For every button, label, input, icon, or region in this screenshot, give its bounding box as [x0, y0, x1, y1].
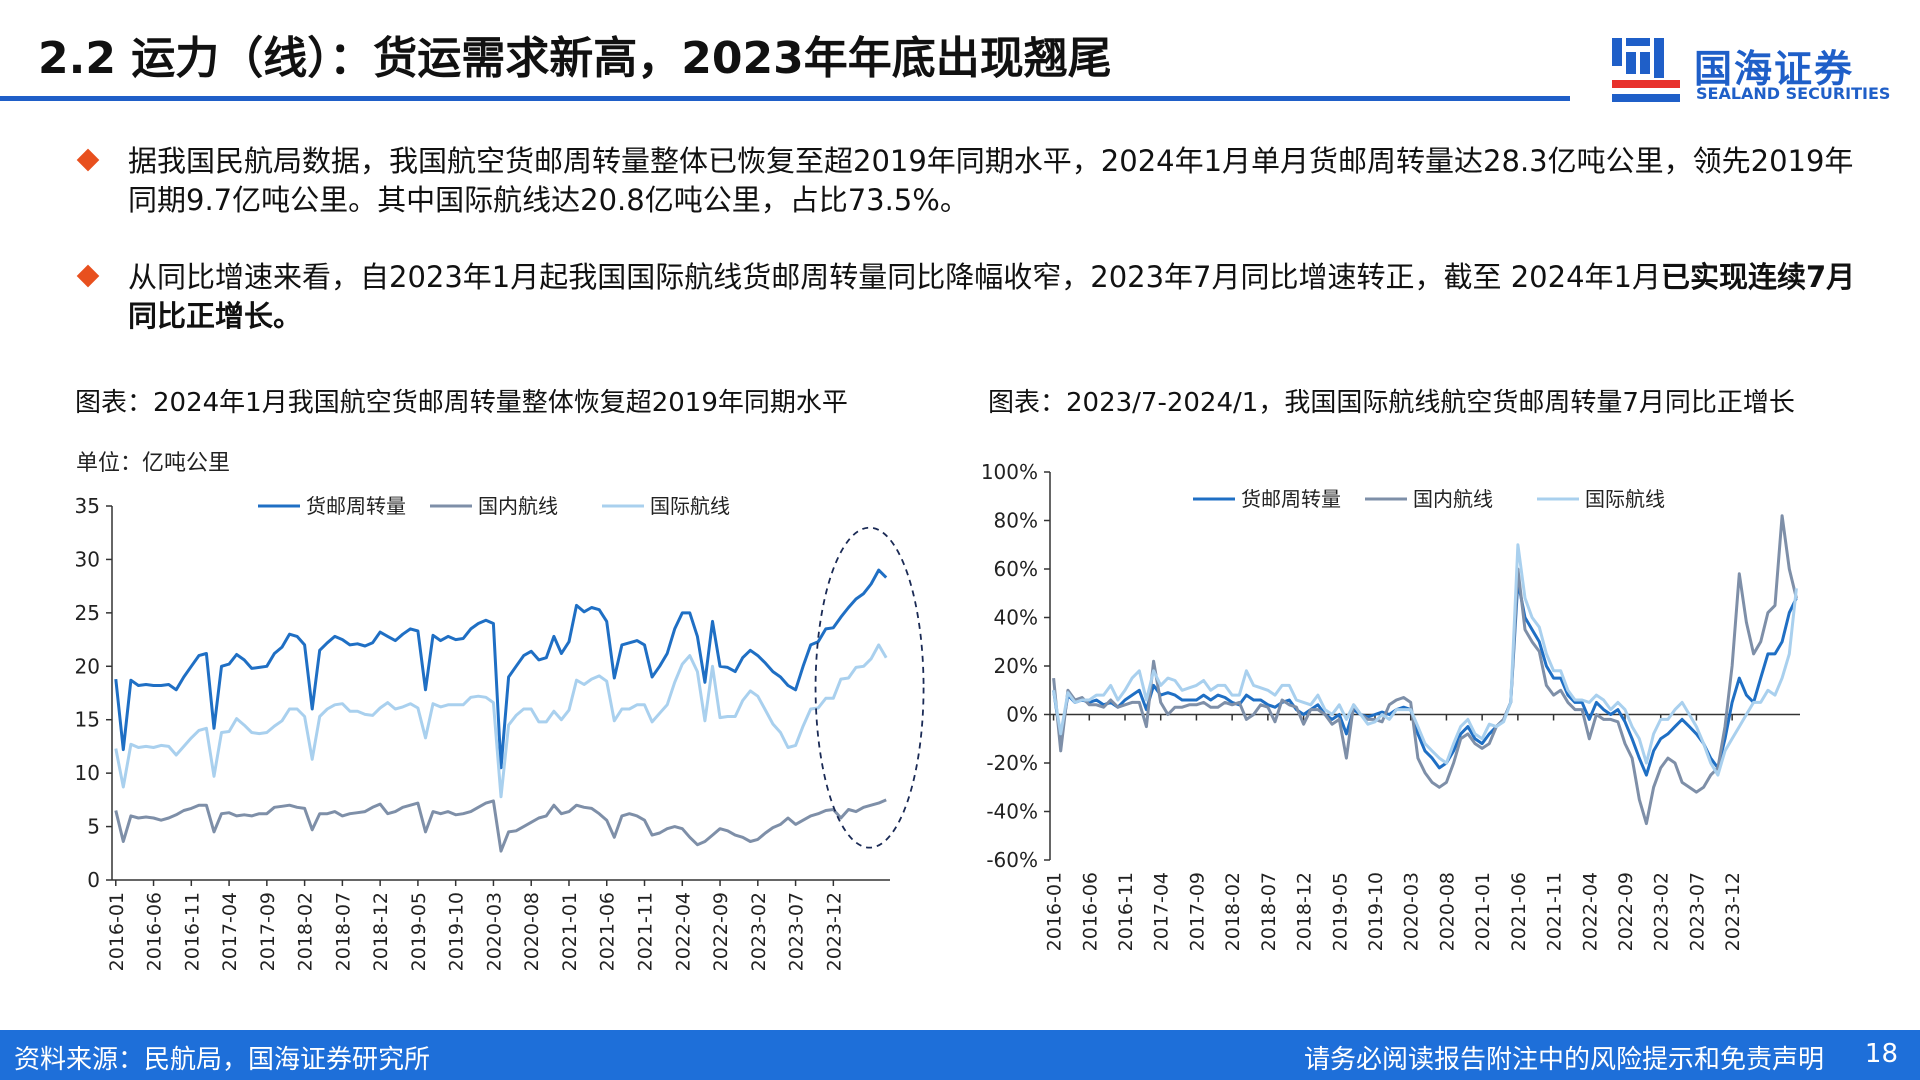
x-tick-label: 2023-07	[1686, 872, 1708, 951]
series-line-1	[1052, 579, 1798, 777]
x-tick-label: 2022-09	[1615, 872, 1637, 951]
x-tick-label: 2021-11	[635, 892, 657, 971]
logo-name-en: SEALAND SECURITIES	[1696, 84, 1891, 103]
y-tick-label: -40%	[986, 800, 1038, 824]
x-tick-label: 2016-01	[106, 892, 128, 971]
x-tick-label: 2021-01	[1472, 872, 1494, 951]
legend-label: 国际航线	[650, 494, 730, 518]
chart2-line-chart: -60% -40% -20% 0% 20% 40% 60% 80% 100% 2016-01 201…	[981, 460, 1800, 951]
highlight-ellipse	[814, 526, 925, 849]
y-tick-label: 0	[87, 868, 100, 892]
legend-label: 国内航线	[478, 494, 558, 518]
x-tick-label: 2018-02	[1222, 872, 1244, 951]
series-line-2	[1052, 514, 1798, 826]
y-tick-label: 80%	[994, 509, 1038, 533]
x-tick-label: 2018-07	[332, 892, 354, 971]
x-tick-label: 2021-06	[597, 892, 619, 971]
chart1-title: 图表：2024年1月我国航空货邮周转量整体恢复超2019年同期水平	[75, 388, 848, 418]
x-tick-label: 2020-08	[521, 892, 543, 971]
footer-disclaimer: 请务必阅读报告附注中的风险提示和免责声明	[1303, 1045, 1824, 1075]
company-logo: 国海证券 SEALAND SECURITIES	[1610, 36, 1890, 106]
x-tick-label: 2016-11	[1115, 872, 1137, 951]
bullet-bold-text: 已实现连续7月同比正增长。	[128, 260, 1856, 333]
x-tick-label: 2018-12	[370, 892, 392, 971]
x-tick-label: 2017-04	[219, 892, 241, 971]
x-tick-label: 2021-01	[559, 892, 581, 971]
legend-label: 国际航线	[1585, 487, 1665, 511]
x-tick-label: 2022-04	[1579, 872, 1601, 951]
x-tick-label: 2018-12	[1294, 872, 1316, 951]
x-tick-label: 2021-06	[1508, 872, 1530, 951]
y-tick-label: 20%	[994, 654, 1038, 678]
x-tick-label: 2020-08	[1436, 872, 1458, 951]
y-tick-label: 30	[75, 547, 100, 571]
footer-bar: 资料来源：民航局，国海证券研究所 请务必阅读报告附注中的风险提示和免责声明 18	[0, 1030, 1920, 1080]
y-tick-label: 5	[87, 815, 100, 839]
x-tick-label: 2016-06	[1079, 872, 1101, 951]
chart1-line-chart: 0 5 10 15 20 25 30 35 2016-01 2016-06 2016-11 2017-…	[75, 451, 925, 971]
legend-label: 货邮周转量	[306, 494, 406, 518]
series-line-3	[1052, 543, 1798, 777]
x-tick-label: 2023-07	[786, 892, 808, 971]
x-tick-label: 2023-12	[823, 892, 845, 971]
x-tick-label: 2018-07	[1258, 872, 1280, 951]
legend-label: 国内航线	[1413, 487, 1493, 511]
x-tick-label: 2020-03	[483, 892, 505, 971]
chart1-unit-label: 单位：亿吨公里	[76, 451, 230, 476]
x-tick-label: 2016-06	[144, 892, 166, 971]
x-tick-label: 2018-02	[295, 892, 317, 971]
y-tick-label: 60%	[994, 557, 1038, 581]
y-tick-label: 100%	[981, 460, 1038, 484]
bullet-text: 从同比增速来看，自2023年1月起我国国际航线货邮周转量同比降幅收窄，2023年…	[128, 260, 1661, 294]
x-tick-label: 2023-12	[1722, 872, 1744, 951]
logo-mark-icon	[1612, 38, 1680, 102]
y-tick-label: 25	[75, 601, 100, 625]
bullet-item-1: 据我国民航局数据，我国航空货邮周转量整体已恢复至超2019年同期水平，2024年…	[76, 142, 1860, 222]
legend-label: 货邮周转量	[1241, 487, 1341, 511]
y-tick-label: 35	[75, 494, 100, 518]
x-tick-label: 2022-04	[672, 892, 694, 971]
x-tick-label: 2021-11	[1544, 872, 1566, 951]
x-tick-label: 2023-02	[1651, 872, 1673, 951]
chart2-title: 图表：2023/7-2024/1，我国国际航线航空货邮周转量7月同比正增长	[988, 388, 1795, 418]
series-line-3	[114, 643, 888, 799]
y-tick-label: 0%	[1006, 703, 1038, 727]
bullet-text: 据我国民航局数据，我国航空货邮周转量整体已恢复至超2019年同期水平，2024年…	[128, 144, 1854, 217]
y-tick-label: -60%	[986, 848, 1038, 872]
x-tick-label: 2016-01	[1044, 872, 1066, 951]
y-tick-label: 40%	[994, 606, 1038, 630]
y-tick-label: 20	[75, 654, 100, 678]
x-tick-label: 2016-11	[181, 892, 203, 971]
x-tick-label: 2019-05	[408, 892, 430, 971]
x-tick-label: 2019-10	[446, 892, 468, 971]
y-tick-label: -20%	[986, 751, 1038, 775]
title-divider	[0, 96, 1570, 101]
bullet-item-2: 从同比增速来看，自2023年1月起我国国际航线货邮周转量同比降幅收窄，2023年…	[76, 258, 1860, 338]
bullet-diamond-icon	[76, 148, 100, 172]
logo-name-cn: 国海证券	[1694, 47, 1855, 91]
x-tick-label: 2019-05	[1329, 872, 1351, 951]
x-tick-label: 2017-09	[257, 892, 279, 971]
series-line-1	[114, 568, 888, 770]
x-tick-label: 2023-02	[748, 892, 770, 971]
footer-source: 资料来源：民航局，国海证券研究所	[14, 1045, 431, 1075]
x-tick-label: 2019-10	[1365, 872, 1387, 951]
x-tick-label: 2017-09	[1186, 872, 1208, 951]
x-tick-label: 2017-04	[1151, 872, 1173, 951]
series-line-2	[114, 798, 887, 853]
y-tick-label: 15	[75, 708, 100, 732]
bullet-diamond-icon	[76, 264, 100, 288]
y-tick-label: 10	[75, 761, 100, 785]
page-number: 18	[1864, 1039, 1898, 1069]
page-title: 2.2 运力（线）：货运需求新高，2023年年底出现翘尾	[38, 33, 1112, 84]
x-tick-label: 2022-09	[710, 892, 732, 971]
x-tick-label: 2020-03	[1401, 872, 1423, 951]
